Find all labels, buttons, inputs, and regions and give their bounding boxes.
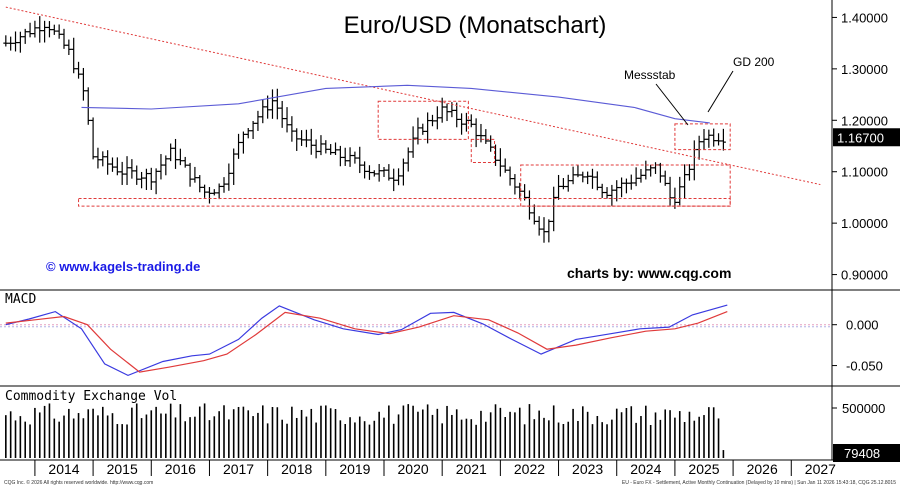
messstab-arrow — [655, 83, 689, 126]
x-tick-label: 2023 — [572, 461, 603, 477]
last-volume-label: 79408 — [844, 446, 880, 461]
x-tick-label: 2020 — [398, 461, 429, 477]
price-panel: 1.40000 1.30000 1.20000 1.10000 1.00000 0.900… — [3, 6, 900, 283]
zone-box — [470, 138, 496, 163]
x-tick-label: 2024 — [630, 461, 661, 477]
messstab-label: Messstab — [624, 68, 676, 82]
y-tick-label: 1.00000 — [841, 216, 888, 231]
footer-left: CQG Inc. © 2026 All rights reserved worl… — [4, 479, 153, 486]
last-price-label: 1.16700 — [837, 130, 884, 145]
x-tick-label: 2014 — [48, 461, 79, 477]
last-price-box — [833, 128, 900, 147]
x-tick-label: 2015 — [107, 461, 138, 477]
x-tick-label: 2016 — [165, 461, 196, 477]
x-tick-label: 2021 — [456, 461, 487, 477]
macd-series-line — [5, 304, 728, 377]
macd-panel: 0.000 -0.050 — [0, 304, 883, 377]
x-tick-label: 2018 — [281, 461, 312, 477]
volume-panel: 500000 79408 — [5, 401, 900, 462]
macd-series-line — [5, 311, 728, 373]
zone-box — [520, 164, 731, 207]
y-tick-label: 0.000 — [846, 318, 879, 333]
x-tick-label: 2019 — [339, 461, 370, 477]
x-tick-label: 2026 — [747, 461, 778, 477]
y-tick-label: 1.30000 — [841, 62, 888, 77]
y-tick-label: 1.40000 — [841, 10, 888, 25]
zone-box — [674, 123, 731, 151]
y-tick-label: 0.90000 — [841, 268, 888, 283]
macd-title: MACD — [5, 292, 36, 307]
y-tick-label: 1.20000 — [841, 113, 888, 128]
volume-title: Commodity Exchange Vol — [5, 389, 177, 404]
gd200-arrow — [707, 70, 734, 113]
gd200-line — [81, 84, 710, 124]
trendline — [5, 6, 821, 186]
source-label: charts by: www.cqg.com — [567, 265, 731, 281]
x-axis: 2014 2015 2016 2017 2018 2019 2020 2021 2022 2023… — [34, 460, 836, 477]
x-tick-label: 2027 — [805, 461, 836, 477]
y-tick-label: 1.10000 — [841, 165, 888, 180]
y-tick-label: 500000 — [842, 401, 885, 416]
y-tick-label: -0.050 — [846, 359, 883, 374]
x-tick-label: 2017 — [223, 461, 254, 477]
website-label: © www.kagels-trading.de — [46, 259, 200, 274]
last-volume-box — [833, 444, 900, 462]
chart-title: Euro/USD (Monatschart) — [344, 12, 607, 39]
x-tick-label: 2025 — [688, 461, 719, 477]
zone-box — [377, 100, 469, 140]
gd200-label: GD 200 — [733, 55, 775, 69]
footer-right: EU - Euro FX - Settlement, Active Monthl… — [622, 480, 896, 486]
x-tick-label: 2022 — [514, 461, 545, 477]
